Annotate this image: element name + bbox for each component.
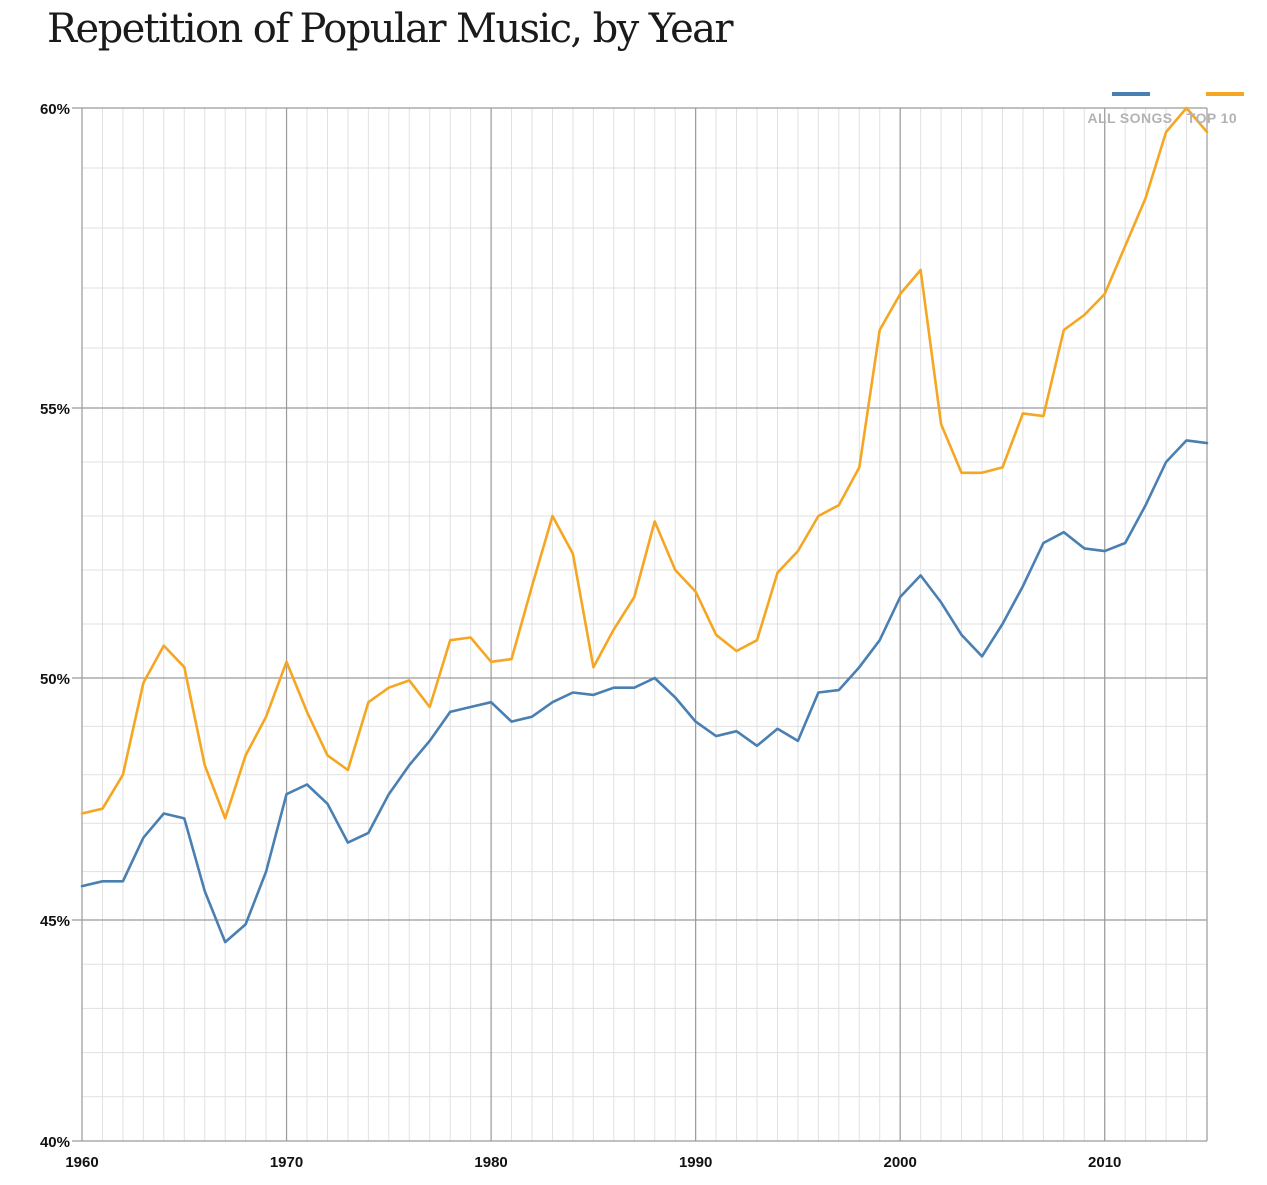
series-line-top-10 [80, 106, 1209, 820]
x-tick-label: 1990 [679, 1154, 712, 1171]
x-tick-label: 1960 [65, 1154, 98, 1171]
minor-grid [81, 107, 1208, 1142]
y-axis-ticks: 40% 45% 50% 55% 60% [40, 101, 70, 1151]
series-line-all-songs [80, 439, 1209, 944]
chart-title: Repetition of Popular Music, by Year [47, 6, 734, 52]
legend-swatch-all-songs [1112, 92, 1150, 96]
x-tick-label: 1970 [270, 1154, 303, 1171]
x-tick-label: 1980 [474, 1154, 507, 1171]
x-tick-label: 2000 [883, 1154, 916, 1171]
y-tick-label: 45% [40, 913, 70, 930]
legend-label-all-songs: ALL SONGS [1087, 110, 1172, 126]
legend-label-top-10: TOP 10 [1187, 110, 1237, 126]
major-grid [72, 107, 1208, 1142]
legend: ALL SONGS TOP 10 [1087, 92, 1244, 126]
legend-swatch-top-10 [1206, 92, 1244, 96]
series-lines [80, 106, 1209, 944]
x-tick-label: 2010 [1088, 1154, 1121, 1171]
y-tick-label: 55% [40, 401, 70, 418]
x-axis-ticks: 1960 1970 1980 1990 2000 2010 [65, 1154, 1121, 1171]
y-tick-label: 60% [40, 101, 70, 118]
y-tick-label: 50% [40, 671, 70, 688]
y-tick-label: 40% [40, 1134, 70, 1151]
